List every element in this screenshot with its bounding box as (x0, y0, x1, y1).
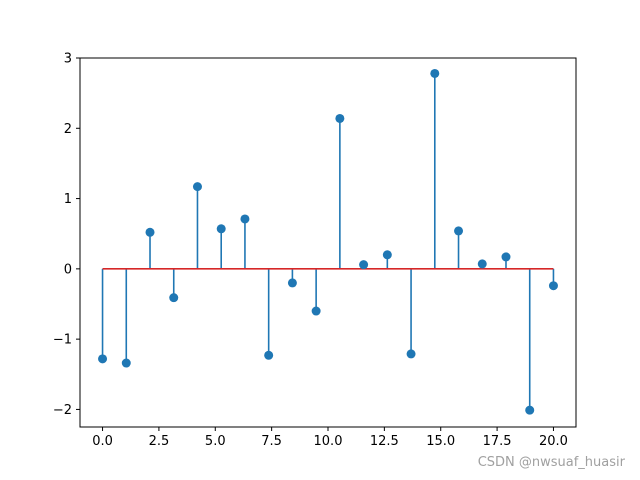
y-tick-label: −2 (53, 403, 72, 418)
stem-marker (98, 354, 108, 364)
stem-marker (525, 405, 535, 415)
stem-marker (382, 250, 392, 260)
stem-marker (192, 182, 202, 192)
stem-marker (121, 358, 131, 368)
stem-marker (454, 226, 464, 236)
stem-marker (335, 113, 345, 123)
x-tick-label: 0.0 (92, 434, 113, 449)
stem-marker (169, 293, 179, 303)
axes: 0.0 2.5 5.0 7.5 10.0 12.5 15.0 17.5 20.0 −2 −1 0 1 2 3 (53, 52, 577, 449)
stem-marker (216, 224, 226, 234)
y-tick-label: 1 (64, 192, 72, 207)
axes-frame (79, 57, 577, 428)
x-tick-label: 7.5 (261, 434, 282, 449)
x-tick-label: 12.5 (370, 434, 399, 449)
stem-marker (264, 350, 274, 360)
stem-marker (548, 281, 558, 291)
x-tick-label: 10.0 (314, 434, 343, 449)
x-tick-label: 2.5 (149, 434, 170, 449)
x-tick-label: 20.0 (539, 434, 568, 449)
stem-marker (477, 259, 487, 269)
x-tick-label: 5.0 (205, 434, 226, 449)
stem-marker (359, 260, 369, 270)
stem-marker (311, 306, 321, 316)
x-tick-label: 15.0 (426, 434, 455, 449)
y-tick-label: −1 (53, 333, 72, 348)
stem-marker (430, 68, 440, 78)
stem-marker (406, 349, 416, 359)
y-tick-label: 3 (64, 52, 72, 67)
stem-markers (98, 68, 558, 415)
y-tick-label: 2 (64, 122, 72, 137)
stem-marker (287, 278, 297, 288)
stem-lines (101, 73, 555, 411)
stem-marker (145, 227, 155, 237)
stem-marker (501, 252, 511, 262)
y-tick-label: 0 (64, 262, 72, 277)
x-tick-label: 17.5 (483, 434, 512, 449)
stem-marker (240, 214, 250, 224)
watermark: CSDN @nwsuaf_huasir (477, 455, 625, 470)
